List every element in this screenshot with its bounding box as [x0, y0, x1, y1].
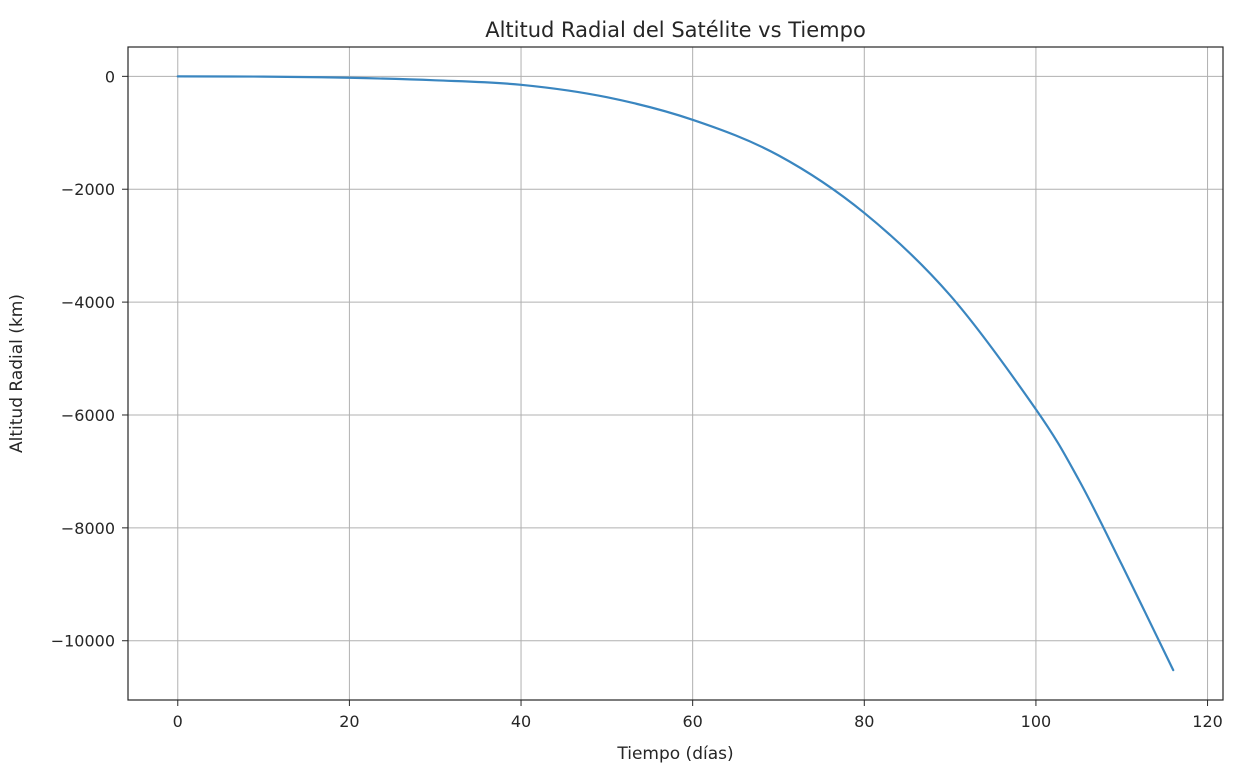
x-tick-label: 120 — [1192, 712, 1223, 731]
y-tick-label: −8000 — [61, 519, 115, 538]
y-tick-label: −10000 — [51, 632, 115, 651]
y-axis-ticks: 0 −2000 −4000 −6000 −8000 −10000 — [51, 67, 128, 651]
y-tick-label: −2000 — [61, 180, 115, 199]
y-tick-label: 0 — [105, 67, 115, 86]
chart-title: Altitud Radial del Satélite vs Tiempo — [485, 18, 866, 42]
y-tick-label: −6000 — [61, 406, 115, 425]
x-axis-label: Tiempo (días) — [616, 744, 733, 764]
x-tick-label: 20 — [339, 712, 359, 731]
series-layer — [176, 75, 1175, 672]
x-tick-label: 40 — [511, 712, 531, 731]
x-tick-label: 100 — [1021, 712, 1052, 731]
x-tick-label: 60 — [682, 712, 702, 731]
y-tick-label: −4000 — [61, 293, 115, 312]
x-axis-ticks: 0 20 40 60 80 100 120 — [173, 700, 1223, 731]
y-axis-label: Altitud Radial (km) — [7, 294, 27, 453]
x-tick-label: 80 — [854, 712, 874, 731]
x-tick-label: 0 — [173, 712, 183, 731]
y-gridlines — [128, 75, 1223, 642]
series-line — [176, 75, 1175, 672]
x-gridlines — [177, 47, 1209, 700]
plot-frame — [127, 46, 1224, 701]
